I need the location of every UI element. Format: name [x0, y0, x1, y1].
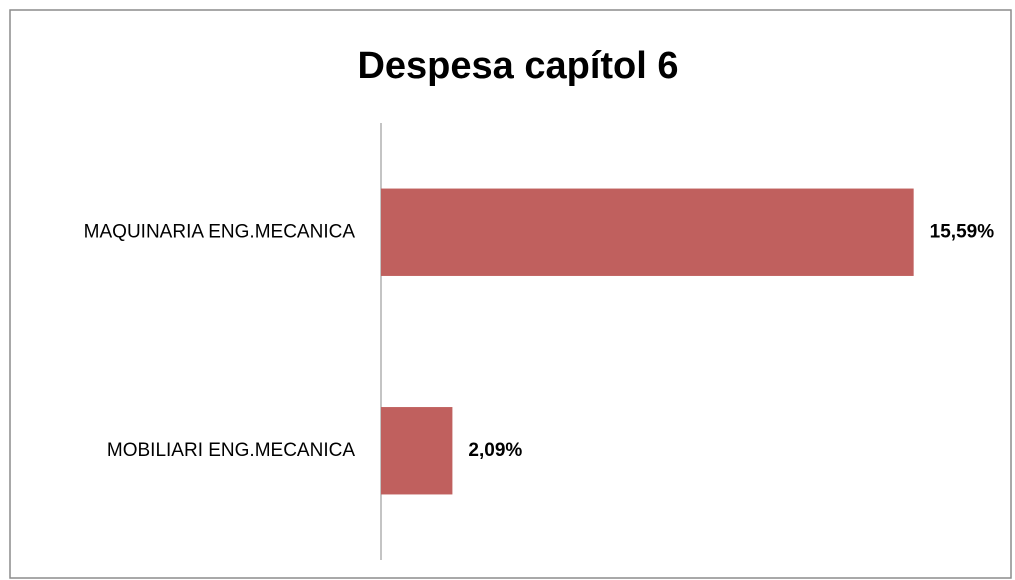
chart-title: Despesa capítol 6 [357, 45, 678, 87]
value-label: 2,09% [468, 440, 522, 461]
bar [381, 188, 914, 276]
chart-frame [9, 9, 1012, 579]
y-tick-label: MAQUINARIA ENG.MECANICA [84, 221, 356, 242]
bar [381, 407, 453, 495]
value-label: 15,59% [930, 221, 995, 242]
y-tick-label: MOBILIARI ENG.MECANICA [107, 440, 355, 461]
